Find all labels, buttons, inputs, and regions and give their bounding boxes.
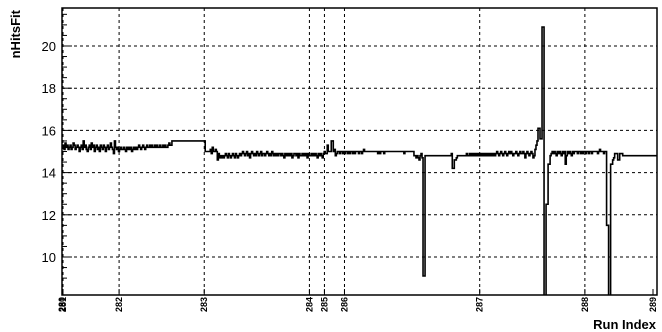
x-axis-title: Run Index [593, 317, 657, 332]
y-tick-label: 16 [42, 123, 56, 138]
x-tick-label: 288 [580, 297, 590, 312]
y-axis-title: nHitsFit [8, 9, 23, 58]
x-tick-label: 281 [58, 297, 68, 312]
y-tick-label: 14 [42, 166, 56, 181]
y-tick-label: 20 [42, 39, 56, 54]
x-tick-label: 287 [475, 297, 485, 312]
x-tick-label: 289 [648, 297, 658, 312]
y-tick-label: 18 [42, 81, 56, 96]
x-tick-label: 280 [57, 297, 67, 312]
series-line [62, 26, 657, 295]
x-tick-label: 286 [339, 297, 349, 312]
x-tick-label: 283 [199, 297, 209, 312]
y-tick-label: 10 [42, 250, 56, 265]
x-tick-label: 285 [319, 297, 329, 312]
x-tick-label: 284 [304, 297, 314, 312]
y-tick-label: 12 [42, 208, 56, 223]
x-tick-label: 282 [114, 297, 124, 312]
y-axis: 10 12 14 16 18 20 [42, 13, 72, 279]
